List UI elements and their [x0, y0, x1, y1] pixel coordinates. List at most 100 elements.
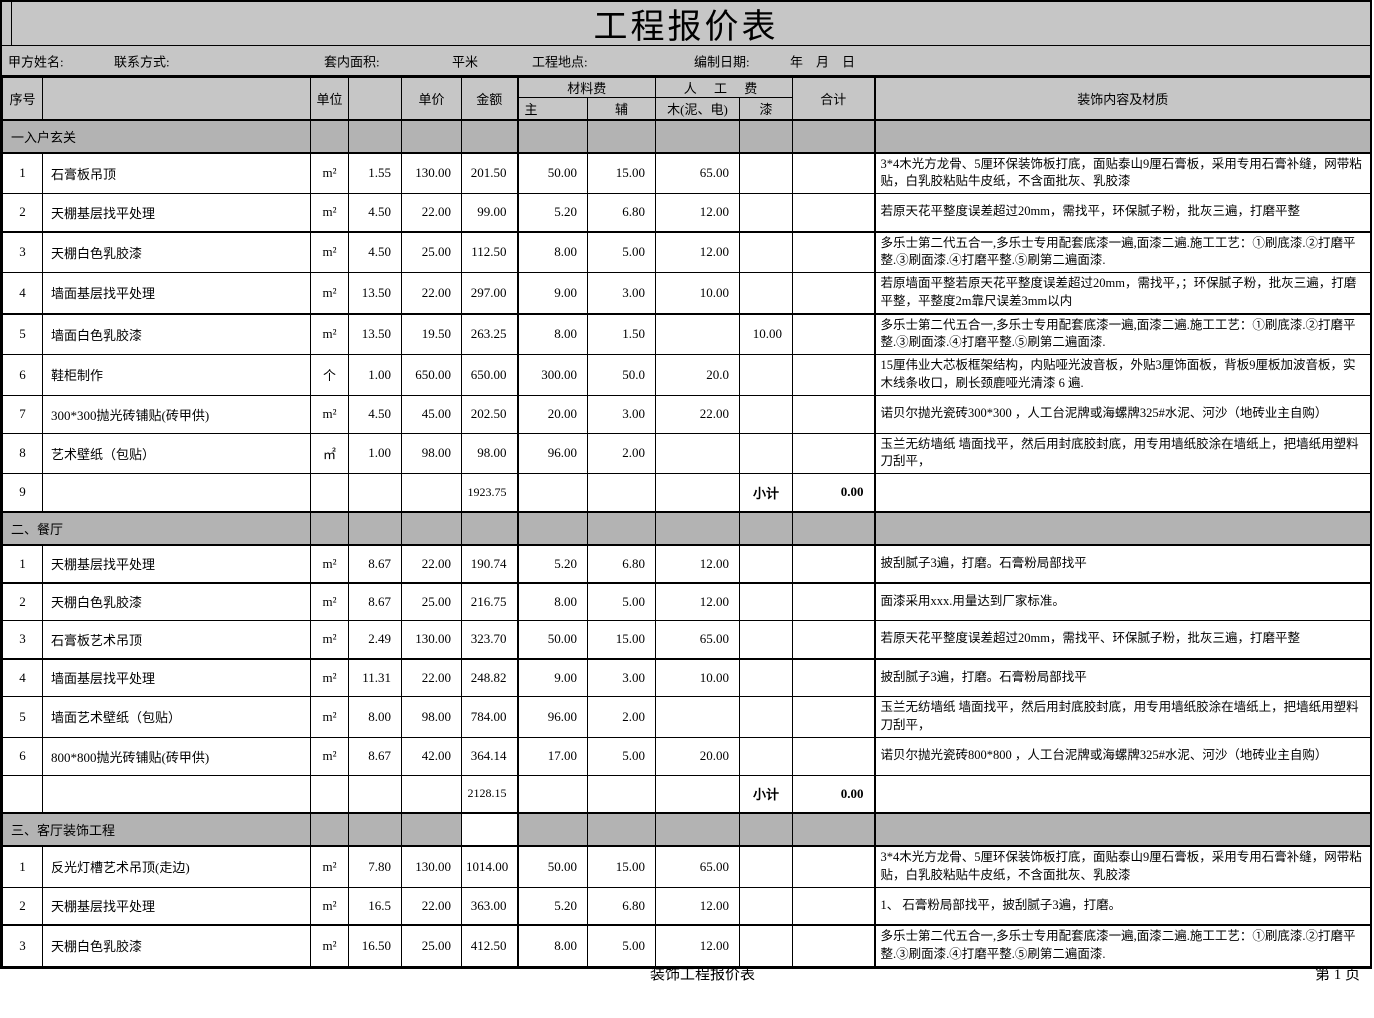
cell-aux: 6.80 — [586, 544, 657, 583]
cell-item — [42, 473, 311, 512]
cell-amount: 412.50 — [461, 924, 518, 967]
cell-amount: 363.00 — [461, 886, 518, 926]
cell-item: 天棚白色乳胶漆 — [42, 924, 311, 967]
cell-main: 20.00 — [516, 394, 588, 434]
subtotal-value: 0.00 — [792, 774, 876, 814]
cell-total — [792, 812, 876, 847]
cell-serial: 1 — [2, 152, 43, 194]
cell-remark: 若原墙面平整若原天花平整度误差超过20mm，需找平，；环保腻子粉，批灰三遍，打磨… — [873, 272, 1372, 314]
cell-labor — [655, 432, 741, 474]
cell-aux: 1.50 — [586, 312, 657, 355]
cell-qty — [348, 510, 402, 546]
cell-remark — [873, 118, 1372, 154]
cell-main: 8.00 — [516, 312, 588, 355]
cell-aux — [586, 774, 657, 814]
cell-total — [792, 886, 876, 926]
cell-aux: 15.00 — [586, 152, 657, 194]
cell-qty — [348, 473, 402, 512]
cell-amount: 190.74 — [461, 544, 518, 583]
cell-qty — [348, 118, 402, 154]
cell-price — [401, 510, 462, 546]
cell-price: 22.00 — [401, 193, 462, 232]
cell-unit: m² — [310, 312, 349, 355]
cell-labor: 12.00 — [655, 924, 741, 967]
cell-section-amount: 2128.15 — [461, 774, 518, 814]
header-labor-paint: 漆 — [739, 97, 794, 121]
cell-paint — [739, 924, 794, 967]
cell-qty: 1.55 — [348, 152, 402, 194]
cell-aux — [586, 812, 657, 847]
cell-labor: 20.0 — [655, 354, 741, 396]
cell-unit: m² — [310, 193, 349, 232]
cell-main: 8.00 — [516, 581, 588, 621]
cell-unit — [310, 510, 349, 546]
cell-unit — [310, 473, 349, 512]
cell-unit: m² — [310, 581, 349, 621]
cell-total — [792, 544, 876, 583]
cell-unit: m² — [310, 924, 349, 967]
cell-remark: 披刮腻子3遍，打磨。石膏粉局部找平 — [873, 657, 1372, 697]
cell-paint — [739, 272, 794, 314]
cell-total — [792, 581, 876, 621]
cell-qty: 16.50 — [348, 924, 402, 967]
cell-labor — [655, 118, 741, 154]
cell-labor: 12.00 — [655, 193, 741, 232]
cell-remark: 诺贝尔抛光瓷砖800*800 ，人工台泥牌或海螺牌325#水泥、河沙（地砖业主自… — [873, 736, 1372, 776]
cell-amount: 1014.00 — [461, 845, 518, 888]
cell-unit — [310, 774, 349, 814]
cell-aux: 15.00 — [586, 620, 657, 659]
table-row: 6 鞋柜制作个 1.00 650.00 650.00 300.00 50.0 20.0 15厘伟… — [2, 354, 1372, 396]
cell-unit: m² — [310, 845, 349, 888]
cell-main: 50.00 — [516, 620, 588, 659]
cell-serial: 3 — [2, 620, 43, 659]
quotation-table: 序号 单位 单价 金额 材料费 人 工 费 合计 装饰内容及材质 主 辅 木(泥… — [2, 77, 1372, 967]
cell-remark: 多乐士第二代五合一,多乐士专用配套底漆一遍,面漆二遍.施工工艺：①刷底漆.②打磨… — [873, 230, 1372, 273]
cell-price: 22.00 — [401, 657, 462, 697]
cell-qty: 1.00 — [348, 354, 402, 396]
section-header-row: 一入户玄关 — [2, 118, 1372, 154]
cell-paint — [739, 657, 794, 697]
cell-paint — [739, 152, 794, 194]
party-name-label: 甲方姓名: — [8, 54, 64, 69]
cell-total — [792, 312, 876, 355]
cell-labor: 12.00 — [655, 886, 741, 926]
cell-qty: 11.31 — [348, 657, 402, 697]
cell-price: 45.00 — [401, 394, 462, 434]
cell-remark: 披刮腻子3遍，打磨。石膏粉局部找平 — [873, 544, 1372, 583]
table-row: 1 石膏板吊顶 m² 1.55 130.00 201.50 50.00 15.00 65.00 3… — [2, 152, 1372, 194]
cell-unit: m² — [310, 620, 349, 659]
header-unit-price: 单价 — [401, 77, 462, 120]
cell-qty: 13.50 — [348, 312, 402, 355]
cell-remark: 多乐士第二代五合一,多乐士专用配套底漆一遍,面漆二遍.施工工艺：①刷底漆.②打磨… — [873, 312, 1372, 355]
quotation-sheet: 工程报价表 甲方姓名: 联系方式: 套内面积: 平米 工程地点: 编制日期: 年… — [0, 0, 1372, 969]
cell-unit: m² — [310, 230, 349, 273]
cell-total — [792, 736, 876, 776]
cell-amount: 201.50 — [461, 152, 518, 194]
cell-qty: 1.00 — [348, 432, 402, 474]
cell-labor: 20.00 — [655, 736, 741, 776]
cell-main: 5.20 — [516, 193, 588, 232]
cell-unit: m² — [310, 657, 349, 697]
cell-amount: 112.50 — [461, 230, 518, 273]
info-bar: 甲方姓名: 联系方式: 套内面积: 平米 工程地点: 编制日期: 年 月 日 — [2, 46, 1370, 77]
cell-qty: 8.67 — [348, 581, 402, 621]
cell-amount: 202.50 — [461, 394, 518, 434]
cell-paint — [739, 544, 794, 583]
cell-section-amount: 1923.75 — [461, 473, 518, 512]
header-unit: 单位 — [310, 77, 349, 120]
cell-serial: 3 — [2, 230, 43, 273]
cell-amount — [461, 118, 518, 154]
table-row: 1 天棚基层找平处理 m² 8.67 22.00 190.74 5.20 6.80 12.00 披… — [2, 544, 1372, 583]
cell-item: 墙面基层找平处理 — [42, 657, 311, 697]
cell-item: 天棚基层找平处理 — [42, 886, 311, 926]
cell-total — [792, 432, 876, 474]
cell-aux: 15.00 — [586, 845, 657, 888]
cell-paint — [739, 354, 794, 396]
subtotal-value: 0.00 — [792, 473, 876, 512]
cell-item: 鞋柜制作 — [42, 354, 311, 396]
cell-amount: 650.00 — [461, 354, 518, 396]
section-title: 三、客厅装饰工程 — [2, 812, 311, 847]
cell-labor: 12.00 — [655, 230, 741, 273]
cell-total — [792, 510, 876, 546]
cell-amount: 323.70 — [461, 620, 518, 659]
